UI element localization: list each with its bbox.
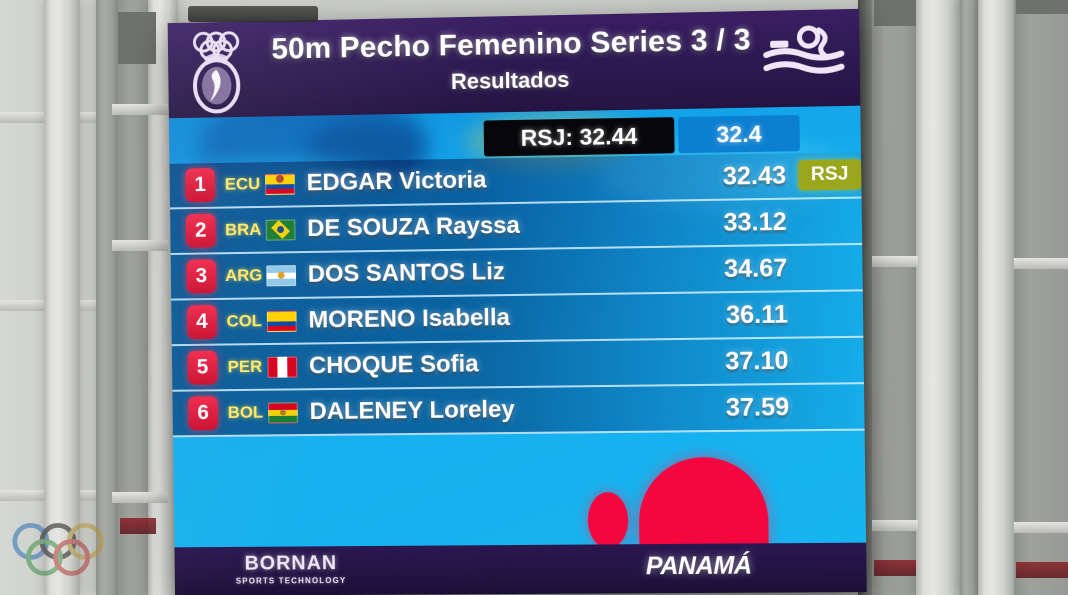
- vendor-tagline: SPORTS TECHNOLOGY: [235, 576, 347, 586]
- scoreboard-display: 50m Pecho Femenino Series 3 / 3 Resultad…: [167, 8, 867, 595]
- rank-badge: 4: [187, 304, 217, 340]
- result-time: 33.12: [723, 207, 787, 237]
- event-subtitle: Resultados: [450, 66, 570, 95]
- rank-badge: 6: [188, 396, 219, 431]
- event-title: 50m Pecho Femenino Series 3 / 3: [271, 23, 751, 66]
- rank-badge: 1: [185, 168, 216, 203]
- venue-gap-right-1: [874, 0, 916, 26]
- bolivia-flag-icon: [268, 401, 298, 423]
- vendor-name: BORNAN: [244, 552, 338, 575]
- venue-beam-right-1: [872, 256, 918, 267]
- country-code: ECU: [224, 174, 261, 194]
- scoreboard-results-area: RSJ: 32.44 32.4 1 ECU EDGAR Victoria 32.43 R…: [168, 105, 867, 548]
- ecuador-flag-icon: [265, 173, 295, 195]
- scoreboard-footer: BORNAN SPORTS TECHNOLOGY PANAMÁ: [174, 542, 867, 595]
- brazil-flag-icon: [265, 218, 296, 241]
- country-code: ARG: [224, 265, 263, 285]
- rank-badge: 3: [186, 259, 217, 294]
- venue-column-1: [44, 0, 80, 595]
- venue-beam-right-2: [1014, 258, 1068, 269]
- results-list: 1 ECU EDGAR Victoria 32.43 RSJ 2 BRA DE SOUZA R…: [169, 152, 865, 438]
- colombia-flag-icon: [266, 310, 297, 332]
- result-time: 32.43: [722, 160, 787, 191]
- result-row: 6 BOL DALENEY Loreley 37.59: [172, 384, 865, 438]
- venue-red-accent-left: [120, 518, 156, 534]
- rank-badge: 2: [185, 213, 216, 248]
- athlete-name: EDGAR Victoria: [306, 166, 487, 197]
- vendor-logo: BORNAN SPORTS TECHNOLOGY: [235, 552, 347, 586]
- record-split-value: 32.4: [678, 114, 800, 154]
- venue-beam-left-lower: [112, 492, 168, 503]
- scoreboard-mount-bracket: [188, 6, 318, 22]
- venue-recess-right-1: [872, 0, 916, 595]
- record-tag-badge: [800, 298, 863, 329]
- olympic-rings-icon: [10, 516, 106, 586]
- country-code: BRA: [224, 219, 262, 240]
- event-brand-logo: PANAMÁ: [645, 551, 752, 581]
- venue-beam-left-upper: [112, 104, 168, 115]
- venue-beam-right-3: [872, 520, 918, 531]
- argentina-flag-icon: [266, 264, 297, 286]
- decor-red-dome: [638, 456, 769, 548]
- country-code: COL: [226, 311, 263, 331]
- venue-red-accent-right-2: [1016, 562, 1068, 578]
- olympic-committee-crest-icon: [185, 27, 247, 113]
- venue-beam-right-4: [1014, 522, 1068, 533]
- athlete-name: DE SOUZA Rayssa: [307, 211, 520, 243]
- rank-badge: 5: [187, 350, 218, 385]
- venue-red-accent-right-1: [874, 560, 916, 576]
- result-row: 4 COL MORENO Isabella 36.11: [171, 291, 864, 347]
- country-code: PER: [227, 356, 263, 377]
- result-time: 37.59: [725, 392, 790, 422]
- venue-gap-right-2: [1016, 0, 1068, 14]
- venue-column-6: [960, 0, 978, 595]
- decor-red-oval: [587, 492, 629, 548]
- record-tag-badge: [800, 345, 863, 376]
- record-tag-badge: [799, 206, 862, 237]
- venue-column-2: [96, 0, 118, 595]
- venue-recess-right-2: [1014, 0, 1068, 595]
- venue-column-5: [916, 0, 960, 595]
- athlete-name: DOS SANTOS Liz: [307, 258, 505, 288]
- result-time: 37.10: [725, 346, 789, 376]
- athlete-name: CHOQUE Sofia: [308, 350, 479, 380]
- result-time: 34.67: [723, 253, 788, 283]
- venue-beam-left-mid: [112, 240, 168, 251]
- peru-flag-icon: [267, 356, 298, 378]
- venue-gap-left: [118, 12, 156, 64]
- swimming-pictogram-icon: [762, 23, 846, 81]
- result-row: 5 PER CHOQUE Sofia 37.10: [171, 337, 865, 392]
- venue-column-7: [978, 0, 1014, 595]
- record-tag-badge: [801, 391, 864, 422]
- record-tag-badge: RSJ: [798, 159, 862, 191]
- result-time: 36.11: [725, 299, 789, 329]
- athlete-name: DALENEY Loreley: [309, 396, 515, 426]
- record-label: RSJ: 32.44: [483, 117, 675, 157]
- athlete-name: MORENO Isabella: [308, 304, 511, 334]
- country-code: BOL: [227, 402, 264, 422]
- scoreboard-header: 50m Pecho Femenino Series 3 / 3 Resultad…: [167, 8, 861, 119]
- record-tag-badge: [799, 252, 862, 283]
